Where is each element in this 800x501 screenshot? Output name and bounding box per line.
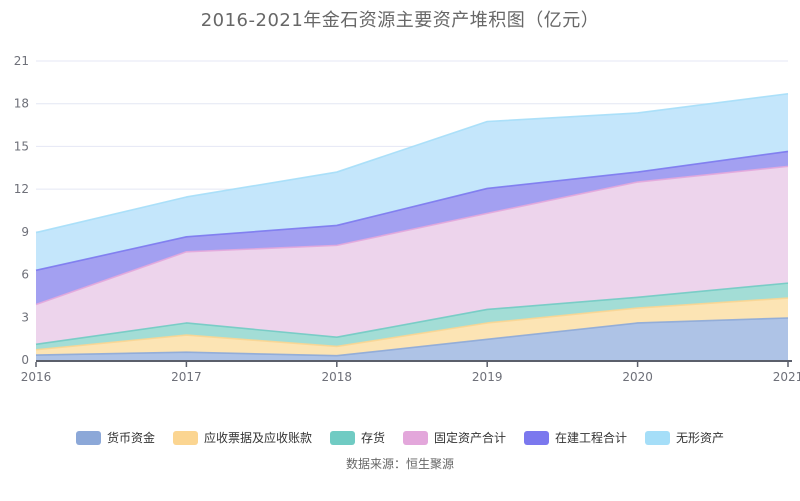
legend-swatch-icon: [524, 430, 550, 445]
legend-swatch-icon: [75, 430, 101, 445]
data-source-caption: 数据来源：恒生聚源: [345, 457, 454, 471]
legend-swatch-icon: [172, 430, 198, 445]
legend-swatch-icon: [403, 430, 428, 445]
legend-item-construction-in-progress[interactable]: 在建工程合计: [524, 429, 627, 446]
x-tick-label-2019: 2019: [472, 370, 503, 384]
legend-label: 存货: [360, 431, 385, 445]
stacked-area-chart[interactable]: 2016 2017 2018 2019 2020 2021 0 3 6 9 12 15 18 21: [0, 0, 800, 412]
legend-swatch-icon: [645, 430, 671, 445]
y-tick-label-12: 12: [14, 182, 29, 196]
line-series-4: [35, 150, 789, 272]
line-series-0: [35, 317, 789, 357]
legend-item-intangible-assets[interactable]: 无形资产: [645, 429, 724, 446]
legend-item-inventory[interactable]: 存货: [329, 429, 385, 446]
y-tick-label-15: 15: [14, 139, 29, 153]
y-tick-label-9: 9: [21, 225, 29, 239]
y-tick-label-21: 21: [14, 54, 29, 68]
legend-item-monetary-funds[interactable]: 货币资金: [75, 429, 155, 446]
legend-label: 在建工程合计: [555, 431, 628, 445]
y-tick-label-18: 18: [14, 97, 29, 111]
area-series-2[interactable]: [36, 283, 788, 350]
x-tick-label-2016: 2016: [21, 370, 52, 384]
line-series-2: [35, 282, 789, 346]
y-tick-label-3: 3: [21, 310, 29, 324]
line-series-1: [35, 297, 789, 351]
area-series-0[interactable]: [36, 317, 788, 360]
line-series-5: [35, 92, 789, 234]
legend-item-receivables[interactable]: 应收票据及应收账款: [172, 429, 312, 446]
area-series-5[interactable]: [36, 93, 788, 271]
legend-label: 应收票据及应收账款: [203, 431, 312, 445]
x-tick-label-2017: 2017: [171, 370, 202, 384]
x-tick-label-2021: 2021: [773, 370, 800, 384]
line-series-3: [35, 165, 789, 306]
legend-label: 货币资金: [106, 431, 155, 445]
chart-title: 2016-2021年金石资源主要资产堆积图（亿元）: [200, 10, 600, 31]
legend-label: 固定资产合计: [434, 431, 507, 445]
x-tick-label-2020: 2020: [622, 370, 653, 384]
legend-label: 无形资产: [676, 431, 725, 445]
legend-item-fixed-assets[interactable]: 固定资产合计: [403, 429, 506, 446]
legend-swatch-icon: [329, 430, 355, 445]
chart-legend: 货币资金 应收票据及应收账款 存货 固定资产合计 在建工程合计 无形资产: [0, 429, 800, 446]
y-tick-label-0: 0: [21, 353, 29, 367]
x-tick-label-2018: 2018: [322, 370, 353, 384]
y-tick-label-6: 6: [21, 268, 29, 282]
